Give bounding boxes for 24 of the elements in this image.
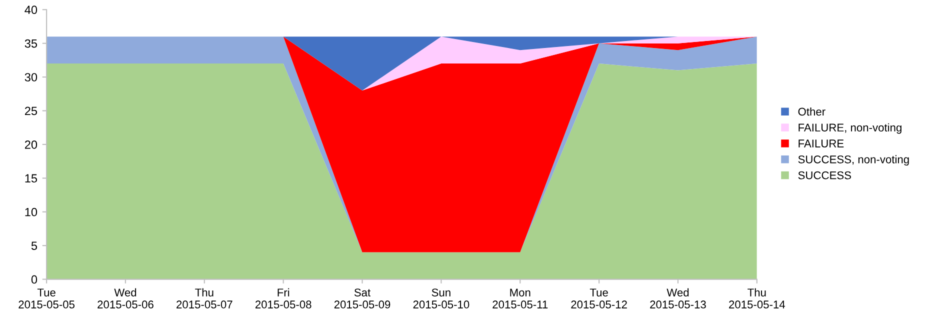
y-tick-label: 15: [25, 174, 38, 183]
y-tick-label: 20: [24, 140, 38, 149]
y-tick-label: 0: [31, 275, 38, 284]
legend-label: Other: [798, 107, 826, 116]
x-tick-label: Wed 2015-05-06: [98, 288, 154, 308]
y-tick-label: 35: [24, 39, 38, 48]
y-tick-label: 40: [24, 6, 38, 14]
legend-label: SUCCESS: [798, 171, 851, 180]
x-tick-label: Thu 2015-05-07: [176, 288, 232, 308]
x-tick-label: Tue 2015-05-12: [571, 288, 627, 308]
y-tick-label: 30: [24, 73, 38, 82]
y-tick-label: 10: [25, 208, 38, 216]
x-tick-label: Mon 2015-05-11: [492, 288, 548, 308]
legend-label: FAILURE, non-voting: [798, 123, 902, 134]
x-tick-label: Thu 2015-05-14: [729, 288, 785, 308]
x-tick-label: Sat 2015-05-09: [334, 288, 390, 308]
y-tick-label: 5: [31, 242, 38, 250]
legend-label: SUCCESS, non-voting: [798, 155, 909, 166]
x-tick-label: Wed 2015-05-13: [650, 288, 706, 308]
x-tick-label: Sun 2015-05-10: [413, 288, 470, 308]
y-tick-label: 25: [24, 106, 38, 116]
legend-label: FAILURE: [798, 140, 844, 148]
x-tick-label: Tue 2015-05-05: [18, 288, 75, 308]
x-tick-label: Fri 2015-05-08: [255, 288, 312, 308]
